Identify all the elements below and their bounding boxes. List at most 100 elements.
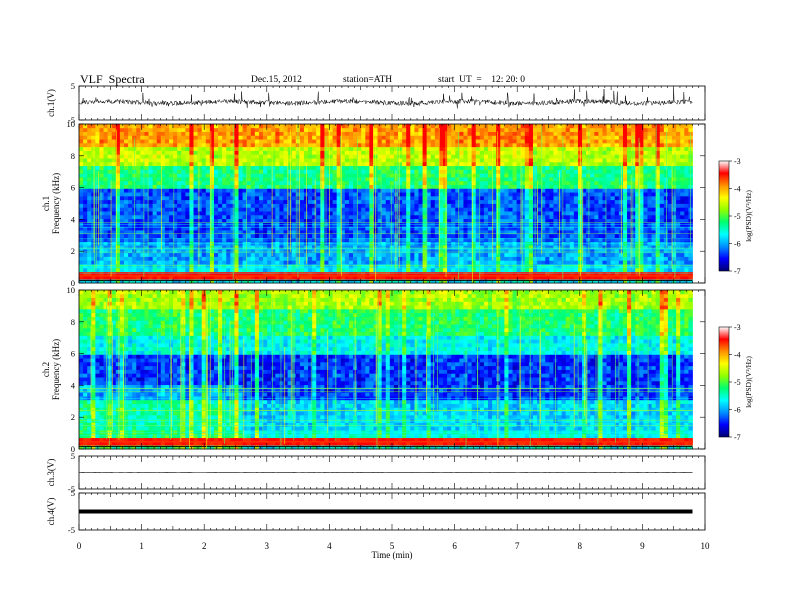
spectrogram-cell bbox=[222, 165, 227, 170]
spectrogram-cell bbox=[103, 237, 109, 242]
spectrogram-cell bbox=[279, 275, 284, 280]
spectrogram-cell bbox=[357, 207, 362, 212]
spectrogram-cell bbox=[132, 252, 137, 257]
spectrogram-cell bbox=[238, 173, 243, 178]
spectrogram-cell bbox=[275, 199, 280, 204]
spectrogram-cell bbox=[156, 195, 162, 201]
spectrogram-cell bbox=[602, 161, 607, 167]
spectrogram-cell bbox=[79, 275, 84, 280]
spectrogram-cell bbox=[471, 173, 477, 178]
spectrogram-cell bbox=[173, 279, 178, 284]
spectrogram-cell bbox=[430, 275, 436, 280]
spectrogram-cell bbox=[177, 252, 182, 257]
spectrogram-cell bbox=[128, 233, 133, 238]
spectrogram-cell bbox=[103, 161, 109, 167]
spectrogram-cell bbox=[173, 256, 178, 261]
spectrogram-cell bbox=[606, 214, 612, 220]
spectrogram-cell bbox=[549, 207, 554, 212]
spectrogram-cell bbox=[287, 218, 293, 223]
spectrogram-cell bbox=[447, 233, 452, 238]
spectrogram-cell bbox=[111, 233, 117, 238]
spectrogram-cell bbox=[185, 264, 190, 269]
spectrogram-cell bbox=[87, 173, 92, 178]
spectrogram-cell bbox=[635, 199, 640, 204]
spectrogram-cell bbox=[283, 248, 288, 254]
spectrogram-cell bbox=[381, 195, 387, 201]
spectrogram-cell bbox=[254, 180, 260, 185]
spectrogram-cell bbox=[684, 188, 689, 193]
spectrogram-cell bbox=[287, 214, 293, 220]
spectrogram-cell bbox=[377, 275, 383, 280]
spectrogram-cell bbox=[381, 237, 387, 242]
spectrogram-cell bbox=[672, 177, 677, 182]
spectrogram-cell bbox=[479, 237, 485, 242]
spectrogram-cell bbox=[385, 218, 391, 223]
spectrogram-cell bbox=[631, 252, 636, 257]
spectrogram-cell bbox=[483, 188, 489, 193]
spectrogram-cell bbox=[569, 214, 575, 220]
spectrogram-cell bbox=[87, 188, 92, 193]
spectrogram-cell bbox=[463, 195, 468, 201]
spectrogram-cell bbox=[230, 165, 235, 170]
spectrogram-cell bbox=[250, 207, 256, 212]
spectrogram-cell bbox=[303, 279, 309, 284]
spectrogram-cell bbox=[107, 260, 113, 265]
spectrogram-cell bbox=[447, 188, 452, 193]
spectrogram-cell bbox=[622, 203, 628, 208]
spectrogram-cell bbox=[594, 245, 599, 250]
spectrogram-cell bbox=[410, 180, 415, 185]
spectrogram-cell bbox=[647, 233, 652, 238]
spectrogram-cell bbox=[173, 177, 178, 182]
spectrogram-cell bbox=[328, 180, 333, 185]
spectrogram-cell bbox=[520, 165, 526, 170]
spectrogram-cell bbox=[115, 264, 121, 269]
spectrogram-cell bbox=[267, 226, 272, 231]
spectrogram-cell bbox=[250, 195, 256, 201]
spectrogram-cell bbox=[353, 271, 358, 276]
spectrogram-cell bbox=[455, 211, 460, 216]
spectrogram-cell bbox=[443, 195, 448, 201]
spectrogram-cell bbox=[463, 199, 468, 204]
spectrogram-cell bbox=[144, 188, 149, 193]
spectrogram-cell bbox=[254, 165, 260, 170]
spectrogram-cell bbox=[561, 211, 567, 216]
spectrogram-cell bbox=[655, 195, 661, 201]
spectrogram-cell bbox=[308, 252, 313, 257]
spectrogram-cell bbox=[459, 275, 464, 280]
spectrogram-cell bbox=[627, 271, 632, 276]
spectrogram-cell bbox=[594, 203, 599, 208]
spectrogram-cell bbox=[438, 211, 444, 216]
spectrogram-cell bbox=[111, 161, 117, 167]
spectrogram-cell bbox=[324, 248, 329, 254]
spectrogram-cell bbox=[398, 207, 403, 212]
spectrogram-cell bbox=[606, 237, 612, 242]
spectrogram-cell bbox=[115, 188, 121, 193]
spectrogram-cell bbox=[508, 275, 513, 280]
spectrogram-cell bbox=[528, 192, 534, 197]
spectrogram-cell bbox=[209, 161, 215, 167]
spectrogram-cell bbox=[291, 218, 297, 223]
spectrogram-cell bbox=[614, 173, 620, 178]
spectrogram-cell bbox=[246, 252, 252, 257]
spectrogram-cell bbox=[647, 203, 652, 208]
spectrogram-cell bbox=[471, 226, 477, 231]
spectrogram-cell bbox=[205, 199, 211, 204]
spectrogram-cell bbox=[426, 195, 432, 201]
spectrogram-cell bbox=[561, 203, 567, 208]
spectrogram-cell bbox=[160, 267, 166, 273]
spectrogram-cell bbox=[271, 184, 276, 189]
spectrogram-cell bbox=[385, 214, 391, 220]
spectrogram-cell bbox=[119, 173, 125, 178]
spectrogram-cell bbox=[471, 161, 477, 167]
spectrogram-cell bbox=[181, 188, 186, 193]
spectrogram-cell bbox=[246, 203, 252, 208]
spectrogram-cell bbox=[622, 271, 628, 276]
spectrogram-cell bbox=[377, 195, 383, 201]
spectrogram-cell bbox=[353, 173, 358, 178]
spectrogram-cell bbox=[606, 271, 612, 276]
spectrogram-cell bbox=[451, 237, 456, 242]
spectrogram-cell bbox=[283, 184, 288, 189]
spectrogram-cell bbox=[128, 165, 133, 170]
spectrogram-cell bbox=[504, 169, 509, 174]
spectrogram-cell bbox=[230, 237, 235, 242]
